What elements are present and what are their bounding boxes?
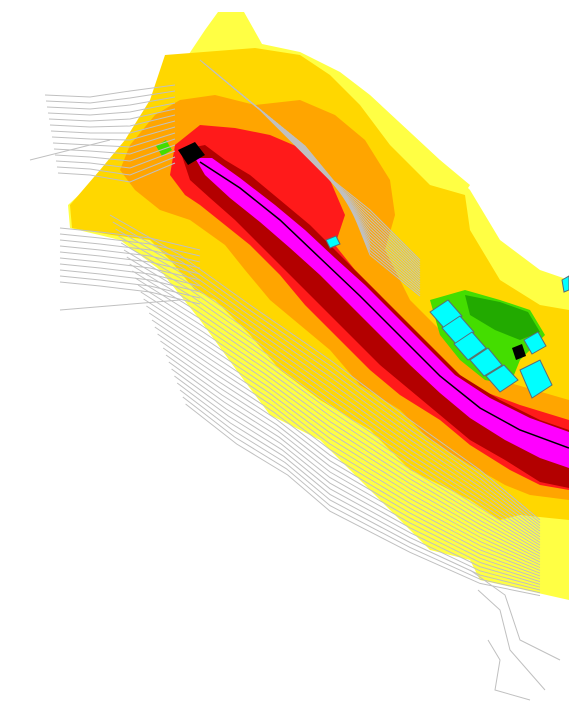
building	[469, 347, 503, 377]
contour-line	[182, 396, 541, 594]
contour-line	[109, 214, 541, 521]
contour-line	[59, 251, 201, 275]
road-corridor	[195, 158, 569, 468]
contour-line	[179, 389, 541, 591]
contour-line	[29, 139, 111, 161]
contour-line	[469, 569, 561, 661]
contour-line	[115, 228, 541, 526]
contour-line	[154, 326, 541, 566]
building	[325, 235, 341, 249]
contour-line	[46, 96, 176, 110]
contour-line	[54, 144, 176, 162]
contour-line	[57, 162, 176, 183]
contour-line	[120, 242, 541, 532]
contour-line	[47, 102, 176, 116]
contour-line	[487, 639, 531, 701]
contour-line	[49, 114, 176, 128]
contour-line	[185, 403, 541, 597]
contour-line	[52, 132, 176, 148]
contour-line	[477, 589, 546, 691]
contour-line	[59, 257, 201, 281]
contour-line	[44, 84, 176, 98]
road-edge-line	[199, 161, 569, 449]
contour-line	[48, 108, 176, 122]
building	[523, 331, 547, 355]
contour-line	[137, 284, 541, 549]
contour-line	[171, 368, 541, 583]
contour-line	[157, 333, 541, 569]
contour-line	[118, 235, 541, 529]
building	[561, 275, 569, 293]
contour-line	[140, 291, 541, 552]
contour-line	[132, 270, 541, 543]
contour-line	[59, 233, 201, 257]
contour-line	[59, 263, 201, 287]
building	[453, 331, 487, 361]
contour-line	[160, 340, 541, 571]
marker-block	[512, 344, 526, 360]
contour-line	[112, 221, 541, 524]
contour-line	[174, 375, 541, 585]
contour-line	[134, 277, 541, 546]
contour-lines	[29, 59, 561, 701]
contour-line	[59, 245, 201, 269]
contour-line	[126, 256, 541, 538]
contour-line	[50, 120, 176, 134]
contour-line	[59, 299, 181, 311]
contour-line	[123, 249, 541, 535]
contour-line	[168, 361, 541, 580]
contour-line	[59, 239, 201, 263]
contour-line	[143, 298, 541, 555]
contour-line	[165, 354, 541, 577]
contour-line	[129, 263, 541, 541]
contour-line	[55, 150, 176, 169]
contour-line	[146, 305, 541, 557]
building	[519, 359, 553, 399]
contour-line	[253, 104, 421, 297]
contour-line	[45, 90, 176, 104]
contour-line	[51, 126, 176, 141]
building	[485, 364, 519, 393]
contour-line	[176, 382, 541, 588]
contour-line	[162, 347, 541, 574]
contour-line	[56, 156, 176, 176]
buildings	[325, 235, 569, 399]
contour-line	[148, 312, 541, 560]
contour-line	[151, 319, 541, 563]
vegetation-area-dark	[465, 295, 540, 340]
site-marker	[178, 142, 205, 165]
